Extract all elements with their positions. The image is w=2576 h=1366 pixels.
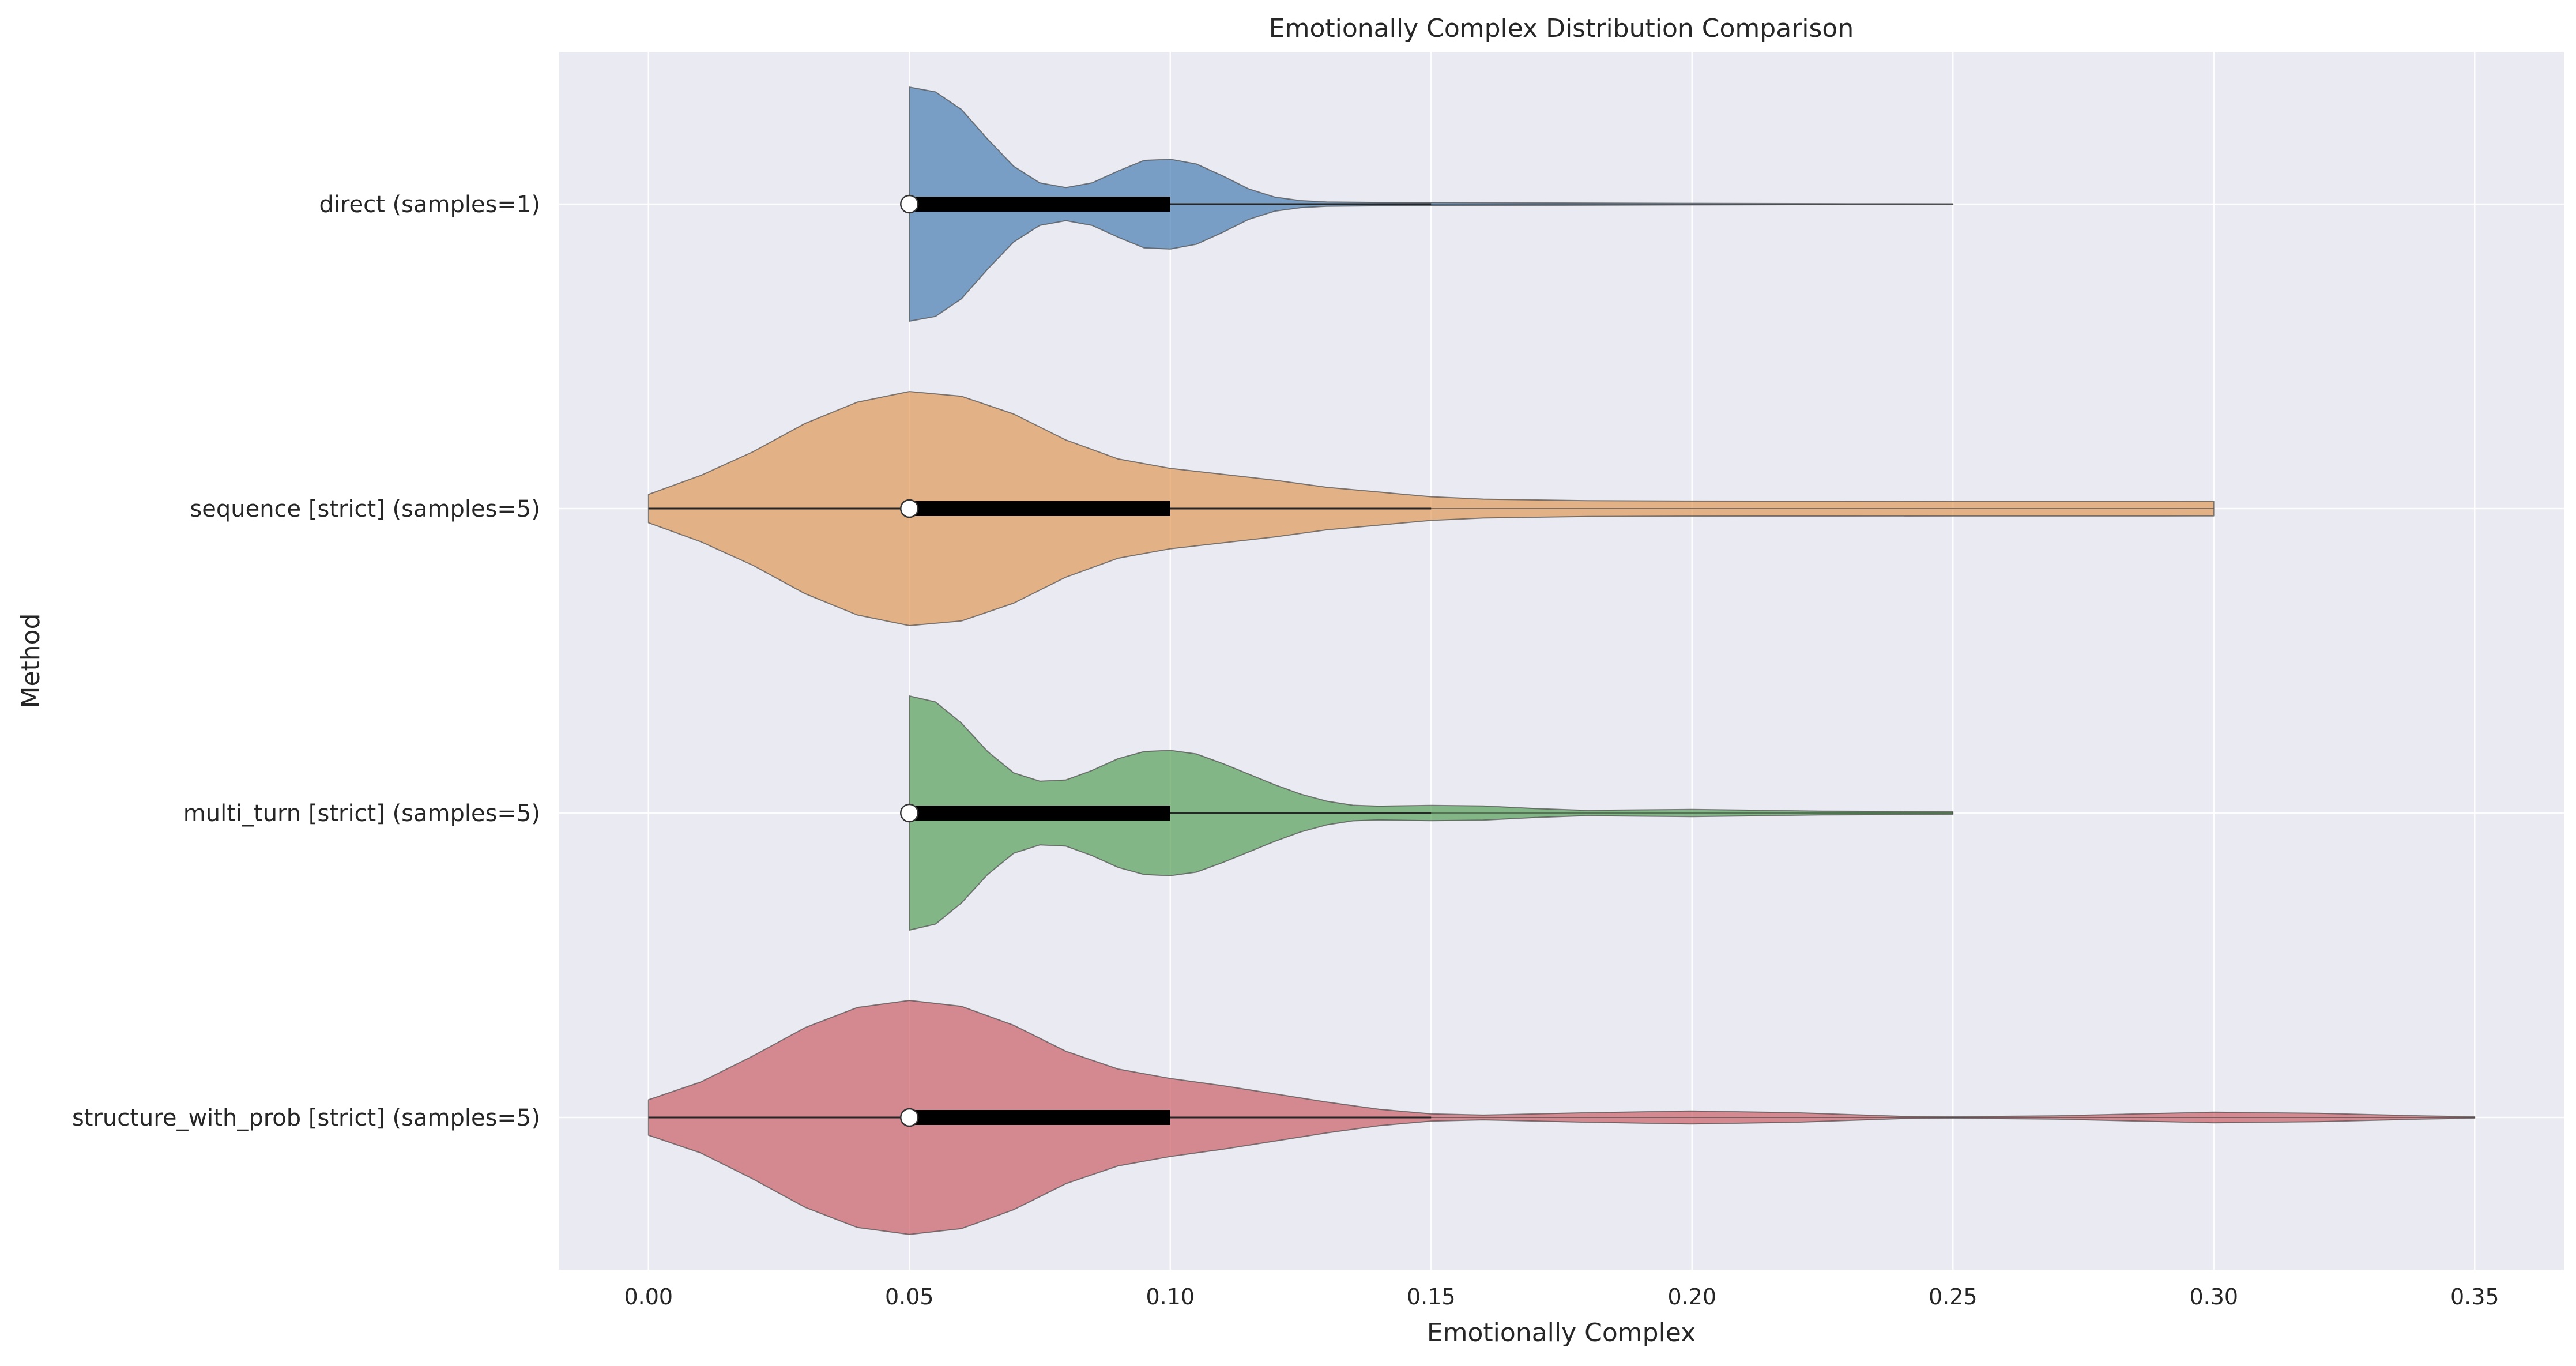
iqr-box <box>909 501 1170 516</box>
iqr-box <box>909 1110 1170 1125</box>
x-tick-label: 0.35 <box>2450 1284 2499 1309</box>
x-axis-label: Emotionally Complex <box>1427 1318 1696 1348</box>
y-axis-label: Method <box>16 613 46 708</box>
y-tick-label: structure_with_prob [strict] (samples=5) <box>72 1105 540 1131</box>
median-marker <box>900 499 919 518</box>
y-tick-label: sequence [strict] (samples=5) <box>190 496 540 522</box>
x-tick-label: 0.25 <box>1929 1284 1978 1309</box>
median-marker <box>900 803 919 823</box>
x-tick-label: 0.10 <box>1146 1284 1195 1309</box>
iqr-box <box>909 806 1170 821</box>
iqr-box <box>909 197 1170 212</box>
x-tick-label: 0.05 <box>885 1284 934 1309</box>
chart-title: Emotionally Complex Distribution Compari… <box>1269 14 1854 43</box>
violins <box>647 86 2476 1235</box>
violin-extent-line <box>648 1117 2475 1118</box>
axes: 0.00 0.05 0.10 0.15 0.20 0.25 0.30 0.35 direct (… <box>72 191 2499 1309</box>
y-tick-label: direct (samples=1) <box>319 191 540 218</box>
x-tick-label: 0.30 <box>2189 1284 2238 1309</box>
x-tick-label: 0.00 <box>624 1284 673 1309</box>
x-tick-label: 0.20 <box>1667 1284 1716 1309</box>
median-marker <box>900 1108 919 1127</box>
y-tick-label: multi_turn [strict] (samples=5) <box>183 800 540 827</box>
x-tick-label: 0.15 <box>1407 1284 1456 1309</box>
median-marker <box>900 194 919 214</box>
